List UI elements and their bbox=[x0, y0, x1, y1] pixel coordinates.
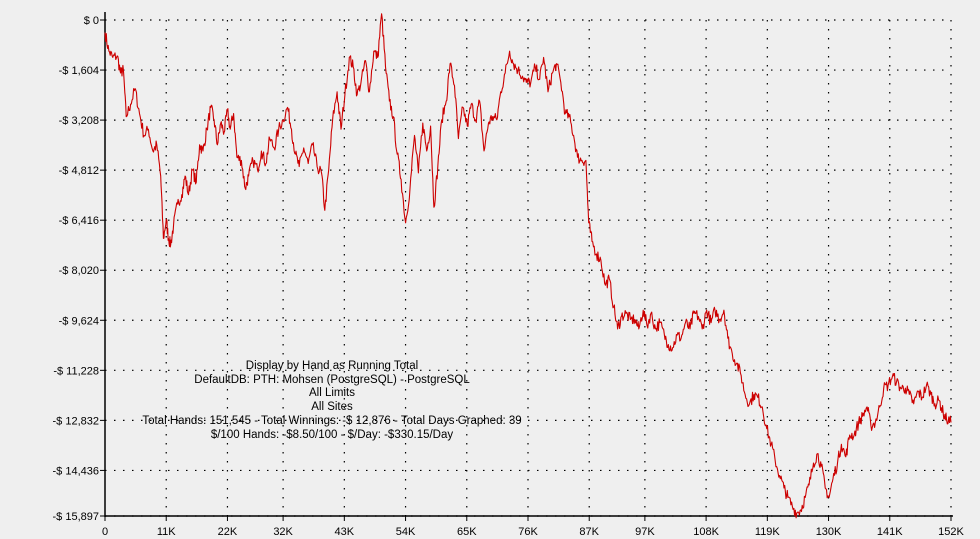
info-display-mode: Display by Hand as Running Total bbox=[246, 360, 418, 372]
y-tick-label: -$ 14,436 bbox=[53, 465, 99, 477]
series-group bbox=[104, 13, 952, 519]
x-tick-labels: 0 11K 22K 32K 43K 54K 65K 76K 87K 97K 108K 119K 130K… bbox=[102, 526, 965, 538]
series-line-0 bbox=[104, 13, 952, 519]
x-tick-label: 11K bbox=[157, 526, 176, 538]
x-tick-label: 141K bbox=[877, 526, 903, 538]
axes bbox=[100, 12, 953, 521]
y-tick-label: -$ 3,208 bbox=[59, 115, 99, 127]
y-tick-label: -$ 9,624 bbox=[59, 315, 99, 327]
y-tick-label: -$ 8,020 bbox=[59, 265, 99, 277]
grid bbox=[105, 19, 952, 517]
x-tick-label: 119K bbox=[755, 526, 781, 538]
info-block: Display by Hand as Running Total Default… bbox=[142, 360, 521, 441]
x-tick-label: 130K bbox=[816, 526, 842, 538]
info-sites: All Sites bbox=[311, 401, 353, 413]
y-tick-labels: $ 0 -$ 1,604 -$ 3,208 -$ 4,812 -$ 6,416 -$ 8,… bbox=[53, 15, 99, 523]
y-tick-label: -$ 4,812 bbox=[59, 165, 99, 177]
x-tick-label: 108K bbox=[693, 526, 719, 538]
info-totals: Total Hands: 151,545 - Total Winnings: -… bbox=[142, 415, 521, 427]
x-tick-label: 87K bbox=[579, 526, 599, 538]
y-tick-label: $ 0 bbox=[84, 15, 99, 27]
x-tick-label: 76K bbox=[518, 526, 538, 538]
x-tick-label: 54K bbox=[396, 526, 416, 538]
x-tick-label: 43K bbox=[335, 526, 355, 538]
info-rates: $/100 Hands: -$8.50/100 - $/Day: -$330.1… bbox=[211, 429, 454, 441]
x-tick-label: 0 bbox=[102, 526, 108, 538]
x-tick-label: 97K bbox=[635, 526, 655, 538]
x-tick-label: 152K bbox=[938, 526, 964, 538]
x-tick-label: 22K bbox=[218, 526, 238, 538]
x-tick-label: 32K bbox=[273, 526, 293, 538]
x-tick-label: 65K bbox=[457, 526, 477, 538]
info-database: DefaultDB: PTH: Mohsen (PostgreSQL) - Po… bbox=[194, 374, 470, 386]
y-tick-label: -$ 15,897 bbox=[53, 511, 99, 523]
y-tick-label: -$ 1,604 bbox=[59, 65, 99, 77]
info-limits: All Limits bbox=[309, 387, 355, 399]
y-tick-label: -$ 12,832 bbox=[53, 415, 99, 427]
y-tick-label: -$ 6,416 bbox=[59, 215, 99, 227]
y-tick-label: -$ 11,228 bbox=[53, 365, 99, 377]
